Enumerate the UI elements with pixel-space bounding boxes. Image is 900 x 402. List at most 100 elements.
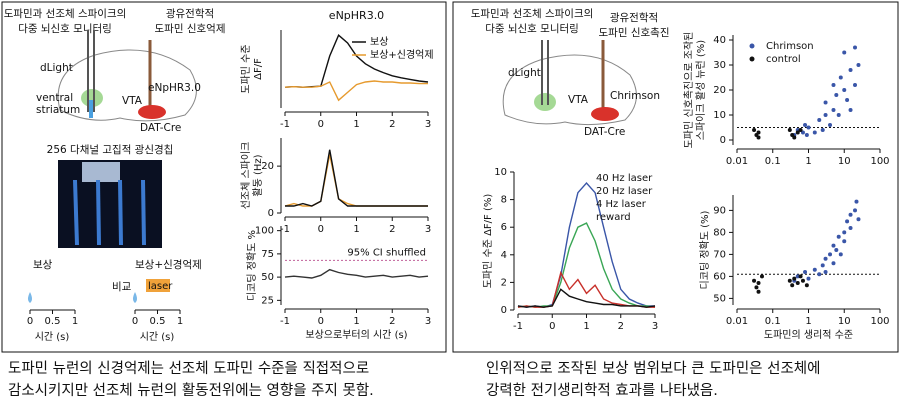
data-point bbox=[795, 130, 800, 135]
y-axis-label: 디코딩 정확도 % bbox=[246, 230, 258, 301]
data-point bbox=[800, 278, 805, 283]
y-tick-label: 8 bbox=[501, 195, 507, 206]
legend-label: 40 Hz laser bbox=[596, 173, 653, 184]
x-tick-label: 10 bbox=[838, 316, 851, 327]
laser-label: laser bbox=[148, 281, 173, 292]
diagram-label: dLight bbox=[40, 62, 73, 74]
data-point bbox=[823, 113, 828, 117]
x-tick-label: 0.1 bbox=[765, 156, 781, 167]
chip-shank bbox=[96, 179, 101, 246]
data-point bbox=[756, 135, 761, 140]
x-tick-label: 3 bbox=[425, 316, 431, 327]
x-tick-label: 2 bbox=[389, 316, 395, 327]
data-point bbox=[795, 281, 800, 285]
laser-box bbox=[146, 279, 170, 292]
y-tick-label: 100 bbox=[255, 226, 274, 237]
data-point bbox=[803, 123, 808, 127]
data-point bbox=[853, 83, 858, 87]
stim-tick-label: 1 bbox=[177, 316, 183, 327]
y-tick-label: 0 bbox=[720, 135, 726, 146]
data-point bbox=[836, 113, 841, 117]
stim-label: 보상 bbox=[33, 259, 53, 271]
x-tick-label: 0.1 bbox=[765, 316, 781, 327]
diagram-label: DAT-Cre bbox=[140, 122, 181, 134]
data-point bbox=[848, 226, 853, 230]
diagram-label: DAT-Cre bbox=[584, 126, 625, 138]
reward-drop bbox=[133, 292, 137, 303]
striatum bbox=[534, 93, 556, 111]
data-point bbox=[848, 68, 853, 72]
x-tick-label: 3 bbox=[425, 224, 431, 235]
data-point bbox=[828, 123, 833, 127]
diagram-label: dLight bbox=[508, 67, 541, 79]
y-tick-label: 40 bbox=[713, 35, 726, 46]
y-tick-label: 30 bbox=[713, 60, 726, 71]
data-point bbox=[804, 283, 809, 288]
data-line bbox=[284, 80, 428, 102]
stim-tick-label: 0 bbox=[27, 316, 33, 327]
data-point bbox=[831, 261, 836, 266]
data-point bbox=[792, 276, 797, 281]
legend-label: 4 Hz laser bbox=[596, 199, 647, 210]
data-point bbox=[817, 272, 822, 277]
y-tick-label: 10 bbox=[713, 110, 726, 121]
x-tick-label: -1 bbox=[513, 321, 523, 332]
x-tick-label: -1 bbox=[280, 316, 290, 327]
data-point bbox=[820, 263, 825, 268]
data-point bbox=[831, 108, 836, 112]
y-tick-label: 25 bbox=[261, 295, 274, 306]
diagram-label: eNpHR3.0 bbox=[148, 82, 201, 94]
y-axis-label: 도파민 수준 ΔF/F (%) bbox=[482, 194, 494, 289]
legend-label: 보상 bbox=[370, 36, 388, 48]
data-point bbox=[787, 278, 792, 283]
x-tick-label: 0 bbox=[318, 316, 324, 327]
vta bbox=[138, 105, 166, 119]
y-axis-label: 스파이크 활성 뉴런 (%) bbox=[694, 40, 707, 141]
stim-xlabel: 시간 (s) bbox=[140, 331, 175, 343]
data-point bbox=[756, 281, 761, 285]
x-tick-label: 10 bbox=[838, 156, 851, 167]
vta bbox=[591, 107, 619, 121]
x-tick-label: 1 bbox=[583, 321, 589, 332]
y-tick-label: 75 bbox=[261, 249, 274, 260]
data-line bbox=[284, 34, 429, 88]
stim-label: 보상+신경억제 bbox=[135, 258, 202, 271]
x-tick-label: 100 bbox=[870, 156, 889, 167]
y-tick-label: 80 bbox=[713, 227, 726, 238]
y-tick-label: 6 bbox=[501, 222, 507, 233]
caption: 도파민 뉴런의 신경억제는 선조체 도파민 수준을 직접적으로 bbox=[8, 360, 369, 377]
x-axis-label: 도파민의 생리적 수준 bbox=[764, 329, 853, 341]
caption: 인위적으로 조작된 보상 범위보다 큰 도파민은 선조체에 bbox=[486, 360, 820, 377]
data-point bbox=[848, 212, 853, 217]
data-point bbox=[798, 274, 803, 279]
data-point bbox=[806, 276, 811, 281]
panel-title: 다중 뇌신호 모니터링 bbox=[485, 23, 579, 35]
data-point bbox=[842, 88, 847, 92]
y-axis-label: ΔF/F bbox=[253, 58, 264, 80]
data-point bbox=[842, 239, 847, 244]
x-tick-label: -1 bbox=[280, 119, 290, 130]
x-tick-label: 3 bbox=[652, 321, 658, 332]
data-point bbox=[752, 128, 757, 132]
x-tick-label: 0.01 bbox=[726, 156, 748, 167]
chip-shank bbox=[141, 179, 146, 246]
data-point bbox=[834, 248, 839, 252]
y-tick-label: 70 bbox=[713, 249, 726, 260]
x-tick-label: 2 bbox=[389, 224, 395, 235]
data-point bbox=[854, 199, 859, 204]
diagram-label: striatum bbox=[36, 104, 80, 116]
x-axis-label: 보상으로부터의 시간 (s) bbox=[305, 329, 407, 341]
x-tick-label: 0 bbox=[318, 119, 324, 130]
condition-title: 도파민 신호억제 bbox=[155, 23, 226, 35]
data-point bbox=[812, 130, 817, 135]
data-point bbox=[792, 135, 797, 140]
data-point bbox=[845, 98, 850, 102]
data-point bbox=[756, 289, 761, 294]
data-point bbox=[838, 252, 843, 257]
x-tick-label: 2 bbox=[389, 119, 395, 130]
y-tick-label: 0 bbox=[268, 208, 274, 219]
legend-label: 20 Hz laser bbox=[596, 186, 653, 197]
data-line bbox=[517, 288, 656, 308]
reward-drop bbox=[28, 292, 32, 303]
data-point bbox=[804, 133, 809, 137]
